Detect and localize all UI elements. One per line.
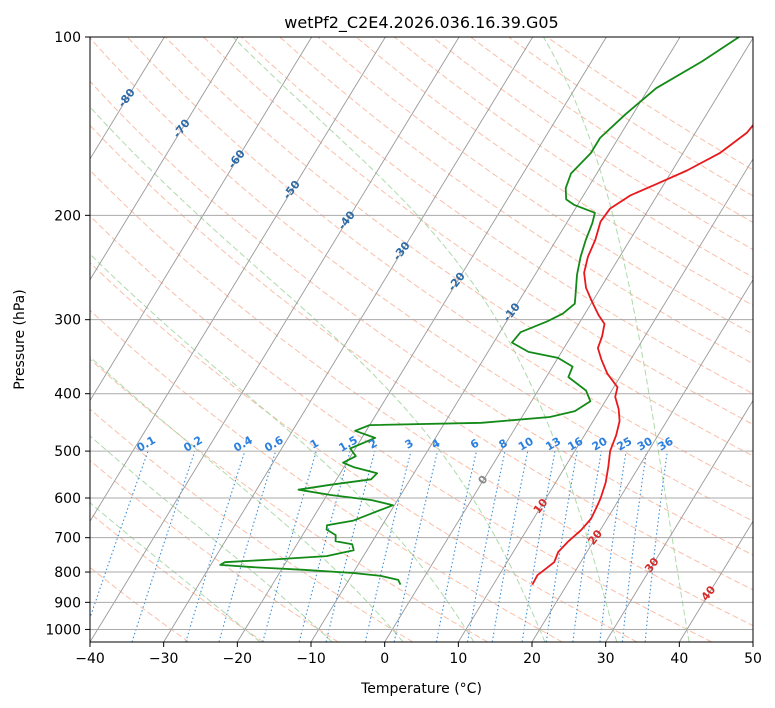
dry-adiabat-line	[355, 37, 753, 306]
y-tick-label: 200	[54, 208, 81, 224]
mixing-ratio-line	[599, 451, 627, 642]
isotherm-line	[457, 158, 753, 642]
data-series	[219, 37, 753, 586]
y-tick-label: 300	[54, 313, 81, 329]
plot-area: -100-90-80-70-60-50-40-30-20-10010203040…	[90, 37, 753, 642]
isotherm-line	[605, 399, 753, 642]
isotherm-line	[90, 37, 313, 402]
y-tick-label: 800	[54, 565, 81, 581]
x-tick-label: 40	[670, 651, 688, 667]
dry-adiabat-line	[90, 124, 753, 591]
x-tick-label: 10	[449, 651, 467, 667]
y-axis-title: Pressure (hPa)	[12, 289, 28, 389]
moist-adiabat-line	[232, 37, 618, 642]
mixing-ratio-line	[185, 450, 246, 642]
mixing-ratio-labels: 0.1 0.2 0.4 0.6 1 1.5 2 3 4 6 8 10 13 16 20 25 30 36	[135, 433, 676, 454]
isotherm-line	[90, 37, 239, 281]
temperature-profile	[531, 123, 753, 586]
isotherm-line	[90, 37, 165, 160]
mixing-ratio-line	[131, 450, 196, 642]
dry-adiabat-line	[90, 262, 638, 642]
dry-adiabat-line	[90, 512, 264, 642]
x-tick-label: −30	[149, 651, 179, 667]
isotherm-line	[384, 37, 753, 642]
dry-adiabat-line	[90, 169, 753, 627]
isotherm-line	[531, 278, 753, 642]
moist-adiabats	[90, 37, 690, 642]
mixing-ratio-line	[621, 451, 648, 642]
dry-adiabat-line	[90, 215, 712, 642]
dewpoint-profile	[219, 37, 740, 585]
moist-adiabat-line	[90, 356, 404, 642]
dry-adiabat-line	[241, 37, 753, 395]
y-tick-label: 500	[54, 444, 81, 460]
isobar-grid	[90, 37, 753, 630]
chart-title: wetPf2_C2E4.2026.036.16.39.G05	[284, 13, 558, 33]
x-tick-label: −10	[296, 651, 326, 667]
mixing-ratio-lines	[90, 450, 668, 642]
y-tick-label: 600	[54, 491, 81, 507]
x-tick-label: 20	[523, 651, 541, 667]
x-axis-ticks: −40 −30 −20 −10 0 10 20 30 40 50	[75, 642, 762, 667]
y-axis-ticks: 100 200 300 400 500 600 700 800 900 1000	[45, 30, 90, 638]
x-axis-title: Temperature (°C)	[360, 681, 482, 697]
dry-adiabat-line	[90, 358, 488, 642]
mixing-ratio-line	[572, 451, 602, 642]
mixing-ratio-line	[298, 450, 351, 642]
x-tick-label: 50	[744, 651, 762, 667]
x-tick-label: −20	[223, 651, 253, 667]
mixing-ratio-line	[364, 450, 412, 642]
dry-adiabat-line	[90, 459, 339, 642]
moist-adiabat-line	[90, 502, 261, 642]
y-tick-label: 100	[54, 30, 81, 46]
y-tick-label: 1000	[45, 622, 81, 638]
moist-adiabat-line	[543, 37, 690, 642]
mixing-ratio-line	[325, 450, 376, 642]
isotherm-line	[678, 520, 753, 642]
moist-adiabat-line	[90, 253, 475, 642]
moist-adiabat-line	[90, 106, 546, 642]
x-tick-label: 30	[597, 651, 615, 667]
mixing-ratio-line	[644, 451, 668, 642]
dry-adiabat-line	[317, 37, 753, 335]
dry-adiabat-line	[279, 37, 753, 365]
y-tick-label: 400	[54, 387, 81, 403]
isotherm-line	[90, 37, 386, 523]
y-tick-label: 900	[54, 595, 81, 611]
isotherm-line	[310, 37, 681, 642]
dry-adiabat-line	[90, 309, 563, 642]
x-tick-label: −40	[75, 651, 105, 667]
x-tick-label: 0	[380, 651, 389, 667]
plot-frame	[89, 36, 754, 643]
isotherm-line	[236, 37, 607, 642]
dry-adiabat-line	[203, 37, 753, 425]
mixing-ratio-line	[262, 450, 317, 642]
isotherm-line	[90, 37, 460, 642]
mixing-ratio-line	[90, 450, 149, 620]
moist-adiabat-line	[90, 435, 333, 642]
dry-adiabat-line	[126, 37, 753, 489]
isotherm-grid	[90, 37, 753, 642]
mixing-ratio-line	[218, 450, 277, 642]
isotherm-line	[163, 37, 534, 642]
y-tick-label: 700	[54, 531, 81, 547]
mixing-ratio-line	[545, 450, 578, 642]
